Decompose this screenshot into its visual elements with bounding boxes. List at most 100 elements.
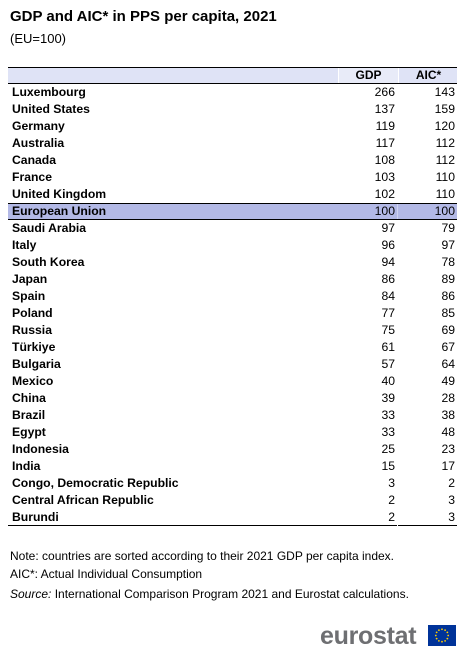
aic-value: 112 (435, 153, 455, 167)
page-title: GDP and AIC* in PPS per capita, 2021 (10, 8, 277, 25)
aic-value: 100 (434, 204, 455, 218)
aic-value: 17 (441, 459, 455, 473)
column-divider (397, 475, 398, 492)
country-name: South Korea (12, 255, 85, 269)
column-divider (397, 424, 398, 441)
aic-value: 86 (441, 289, 455, 303)
table-body: Luxembourg 266 143 United States 137 159 Germa… (8, 84, 457, 526)
column-divider (397, 169, 398, 186)
column-divider (397, 305, 398, 322)
country-name: Russia (12, 323, 52, 337)
country-name: China (12, 391, 46, 405)
country-name: Saudi Arabia (12, 221, 87, 235)
table-row: United States 137 159 (8, 101, 457, 118)
gdp-value: 266 (374, 85, 395, 99)
gdp-value: 117 (375, 136, 395, 150)
aic-definition-note: AIC*: Actual Individual Consumption (10, 567, 203, 581)
country-name: Japan (12, 272, 48, 286)
gdp-value: 97 (381, 221, 395, 235)
table-row: Australia 117 112 (8, 135, 457, 152)
table-row: Russia 75 69 (8, 322, 457, 339)
table-row: Egypt 33 48 (8, 424, 457, 441)
aic-value: 38 (441, 408, 455, 422)
column-divider (397, 237, 398, 254)
aic-value: 28 (441, 391, 455, 405)
aic-value: 69 (441, 323, 455, 337)
country-name: Germany (12, 119, 65, 133)
table-row: Brazil 33 38 (8, 407, 457, 424)
table-row: Japan 86 89 (8, 271, 457, 288)
gdp-value: 96 (381, 238, 395, 252)
gdp-value: 39 (381, 391, 395, 405)
column-divider (397, 254, 398, 271)
page-subtitle: (EU=100) (10, 31, 66, 46)
source-label: Source: (10, 587, 52, 601)
table-row: Italy 96 97 (8, 237, 457, 254)
gdp-value: 77 (381, 306, 395, 320)
column-divider (397, 135, 398, 152)
column-divider (397, 407, 398, 424)
gdp-value: 15 (381, 459, 395, 473)
gdp-value: 119 (375, 119, 395, 133)
column-divider (397, 118, 398, 135)
gdp-value: 57 (381, 357, 395, 371)
column-divider (397, 458, 398, 475)
column-divider (397, 84, 398, 101)
table-row: Spain 84 86 (8, 288, 457, 305)
column-divider (397, 322, 398, 339)
column-divider (397, 441, 398, 458)
aic-value: 89 (441, 272, 455, 286)
gdp-value: 102 (374, 187, 395, 201)
aic-value: 49 (441, 374, 455, 388)
country-name: Australia (12, 136, 65, 150)
table-row: South Korea 94 78 (8, 254, 457, 271)
aic-value: 120 (434, 119, 455, 133)
flag-star (435, 637, 438, 640)
data-table: GDP AIC* Luxembourg 266 143 United States 13… (8, 67, 457, 526)
country-name: Mexico (12, 374, 54, 388)
column-divider (397, 373, 398, 390)
gdp-value: 2 (388, 510, 395, 524)
gdp-value: 40 (381, 374, 395, 388)
flag-star (434, 634, 437, 637)
gdp-value: 108 (374, 153, 395, 167)
aic-value: 79 (441, 221, 455, 235)
country-name: India (12, 459, 41, 473)
table-row: Congo, Democratic Republic 3 2 (8, 475, 457, 492)
column-divider (397, 152, 398, 169)
column-header-aic: AIC* (398, 68, 458, 83)
country-name: Bulgaria (12, 357, 61, 371)
table-row: United Kingdom 102 110 (8, 186, 457, 203)
flag-star (441, 628, 443, 631)
table-row: Türkiye 61 67 (8, 339, 457, 356)
flag-star (444, 639, 446, 642)
aic-value: 97 (441, 238, 455, 252)
eurostat-wordmark: eurostat (320, 622, 417, 650)
sort-note: Note: countries are sorted according to … (10, 549, 394, 563)
country-name: Indonesia (12, 442, 69, 456)
aic-value: 143 (434, 85, 455, 99)
table-row: India 15 17 (8, 458, 457, 475)
gdp-value: 3 (388, 476, 395, 490)
country-name: Canada (12, 153, 57, 167)
table-row: Luxembourg 266 143 (8, 84, 457, 101)
table-row: Canada 108 112 (8, 152, 457, 169)
column-divider (397, 204, 398, 219)
country-name: Egypt (12, 425, 46, 439)
gdp-value: 94 (381, 255, 395, 269)
country-name: United States (12, 102, 90, 116)
aic-value: 3 (448, 493, 455, 507)
gdp-value: 25 (381, 442, 395, 456)
country-name: Burundi (12, 510, 59, 524)
country-name: European Union (12, 204, 107, 218)
aic-value: 78 (441, 255, 455, 269)
gdp-value: 84 (381, 289, 395, 303)
aic-value: 48 (441, 425, 455, 439)
flag-star (444, 629, 446, 632)
country-name: Congo, Democratic Republic (12, 476, 179, 490)
aic-value: 85 (441, 306, 455, 320)
flag-star (438, 629, 440, 632)
column-divider (397, 186, 398, 203)
column-header-gdp: GDP (338, 68, 398, 83)
column-divider (397, 509, 398, 526)
